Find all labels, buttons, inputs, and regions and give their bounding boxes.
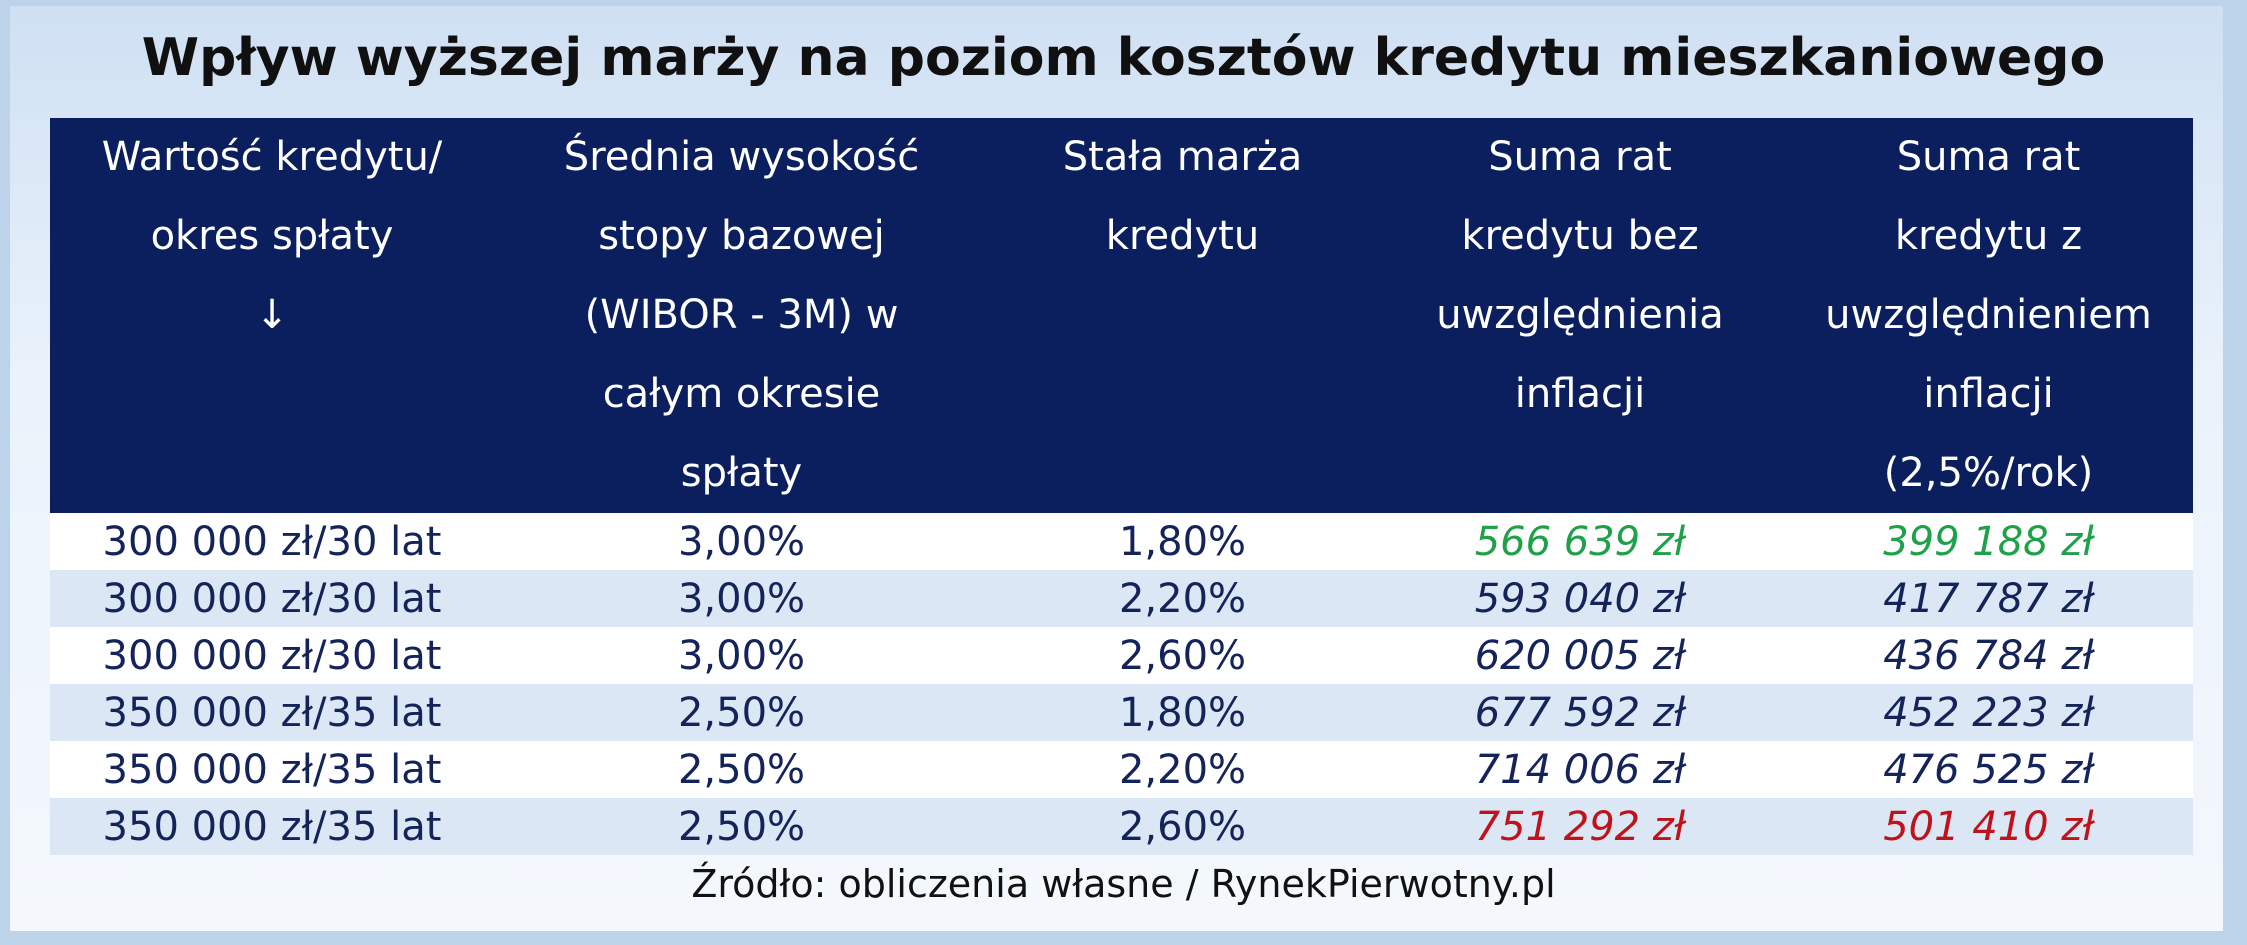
table-cell: 2,50% [494,741,989,798]
table-cell: 436 784 zł [1784,627,2193,684]
table-cell: 593 040 zł [1376,570,1784,627]
table-cell: 3,00% [494,513,989,570]
source: Źródło: obliczenia własne / RynekPierwot… [691,862,1556,906]
table-cell: 350 000 zł/35 lat [50,741,494,798]
table-cell: 2,20% [989,570,1376,627]
header-line: spłaty [680,450,803,496]
table-row: 350 000 zł/35 lat 2,50% 2,20% 714 006 zł 476… [50,741,2193,798]
header-cell: Wartość kredytu/okres spłaty ↓ [50,118,494,513]
header-cell: Suma rat kredytu z uwzględnieniem inflacji (… [1784,118,2193,513]
header-line: Średnia wysokość [563,134,920,180]
table-cell: 350 000 zł/35 lat [50,798,494,855]
table-cell: 2,20% [989,741,1376,798]
table-cell: 501 410 zł [1784,798,2193,855]
header-line: okres spłaty [150,213,394,259]
table-cell: 476 525 zł [1784,741,2193,798]
header-cell: Suma rat kredytu bez uwzględnienia inflacji [1376,118,1784,513]
table-cell: 620 005 zł [1376,627,1784,684]
header-line: Stała marża [1062,134,1303,180]
header-line: inflacji [1514,371,1646,417]
table-cell: 417 787 zł [1784,570,2193,627]
header-line: inflacji [1923,371,2054,417]
table-cell: 350 000 zł/35 lat [50,684,494,741]
table-cell: 2,60% [989,627,1376,684]
title: Wpływ wyższej marży na poziom kosztów kr… [141,28,2106,88]
header-line: kredytu bez [1461,213,1699,259]
header-row: Wartość kredytu/okres spłaty ↓ Średnia wys… [50,118,2193,513]
table: Wartość kredytu/okres spłaty ↓ Średnia wys… [50,118,2193,855]
table-cell: 1,80% [989,684,1376,741]
table-cell: 452 223 zł [1784,684,2193,741]
table-row: 350 000 zł/35 lat 2,50% 2,60% 751 292 zł 501… [50,798,2193,855]
table-cell: 714 006 zł [1376,741,1784,798]
table-cell: 3,00% [494,627,989,684]
table-cell: 300 000 zł/30 lat [50,627,494,684]
table-cell: 1,80% [989,513,1376,570]
table-cell: 3,00% [494,570,989,627]
header-line: całym okresie [602,371,881,417]
table-row: 350 000 zł/35 lat 2,50% 1,80% 677 592 zł 452… [50,684,2193,741]
table-body: 300 000 zł/30 lat 3,00% 1,80% 566 639 zł 399… [50,513,2193,855]
table-cell: 2,60% [989,798,1376,855]
table-cell: 751 292 zł [1376,798,1784,855]
table-cell: 300 000 zł/30 lat [50,513,494,570]
header-line: uwzględnieniem [1825,292,2152,338]
table-cell: 399 188 zł [1784,513,2193,570]
table-cell: 566 639 zł [1376,513,1784,570]
header-line: kredytu z [1894,213,2083,259]
table-cell: 2,50% [494,684,989,741]
header-cell: Stała marża kredytu [989,118,1376,513]
header-line: ↓ [255,292,289,338]
header-line: (2,5%/rok) [1883,450,2094,496]
header-cell: Średnia wysokość stopy bazowej (WIBOR - 3M… [494,118,989,513]
table-row: 300 000 zł/30 lat 3,00% 2,20% 593 040 zł 417… [50,570,2193,627]
table-cell: 300 000 zł/30 lat [50,570,494,627]
table-row: 300 000 zł/30 lat 3,00% 2,60% 620 005 zł 436… [50,627,2193,684]
header-line: Suma rat [1896,134,2081,180]
table-cell: 2,50% [494,798,989,855]
table-row: 300 000 zł/30 lat 3,00% 1,80% 566 639 zł 399… [50,513,2193,570]
header-line: (WIBOR - 3M) w [584,292,899,338]
header-line: kredytu [1105,213,1260,259]
header-line: stopy bazowej [598,213,885,259]
table-cell: 677 592 zł [1376,684,1784,741]
header-line: Wartość kredytu/ [101,134,443,180]
header-line: uwzględnienia [1436,292,1724,338]
header-line: Suma rat [1488,134,1672,180]
